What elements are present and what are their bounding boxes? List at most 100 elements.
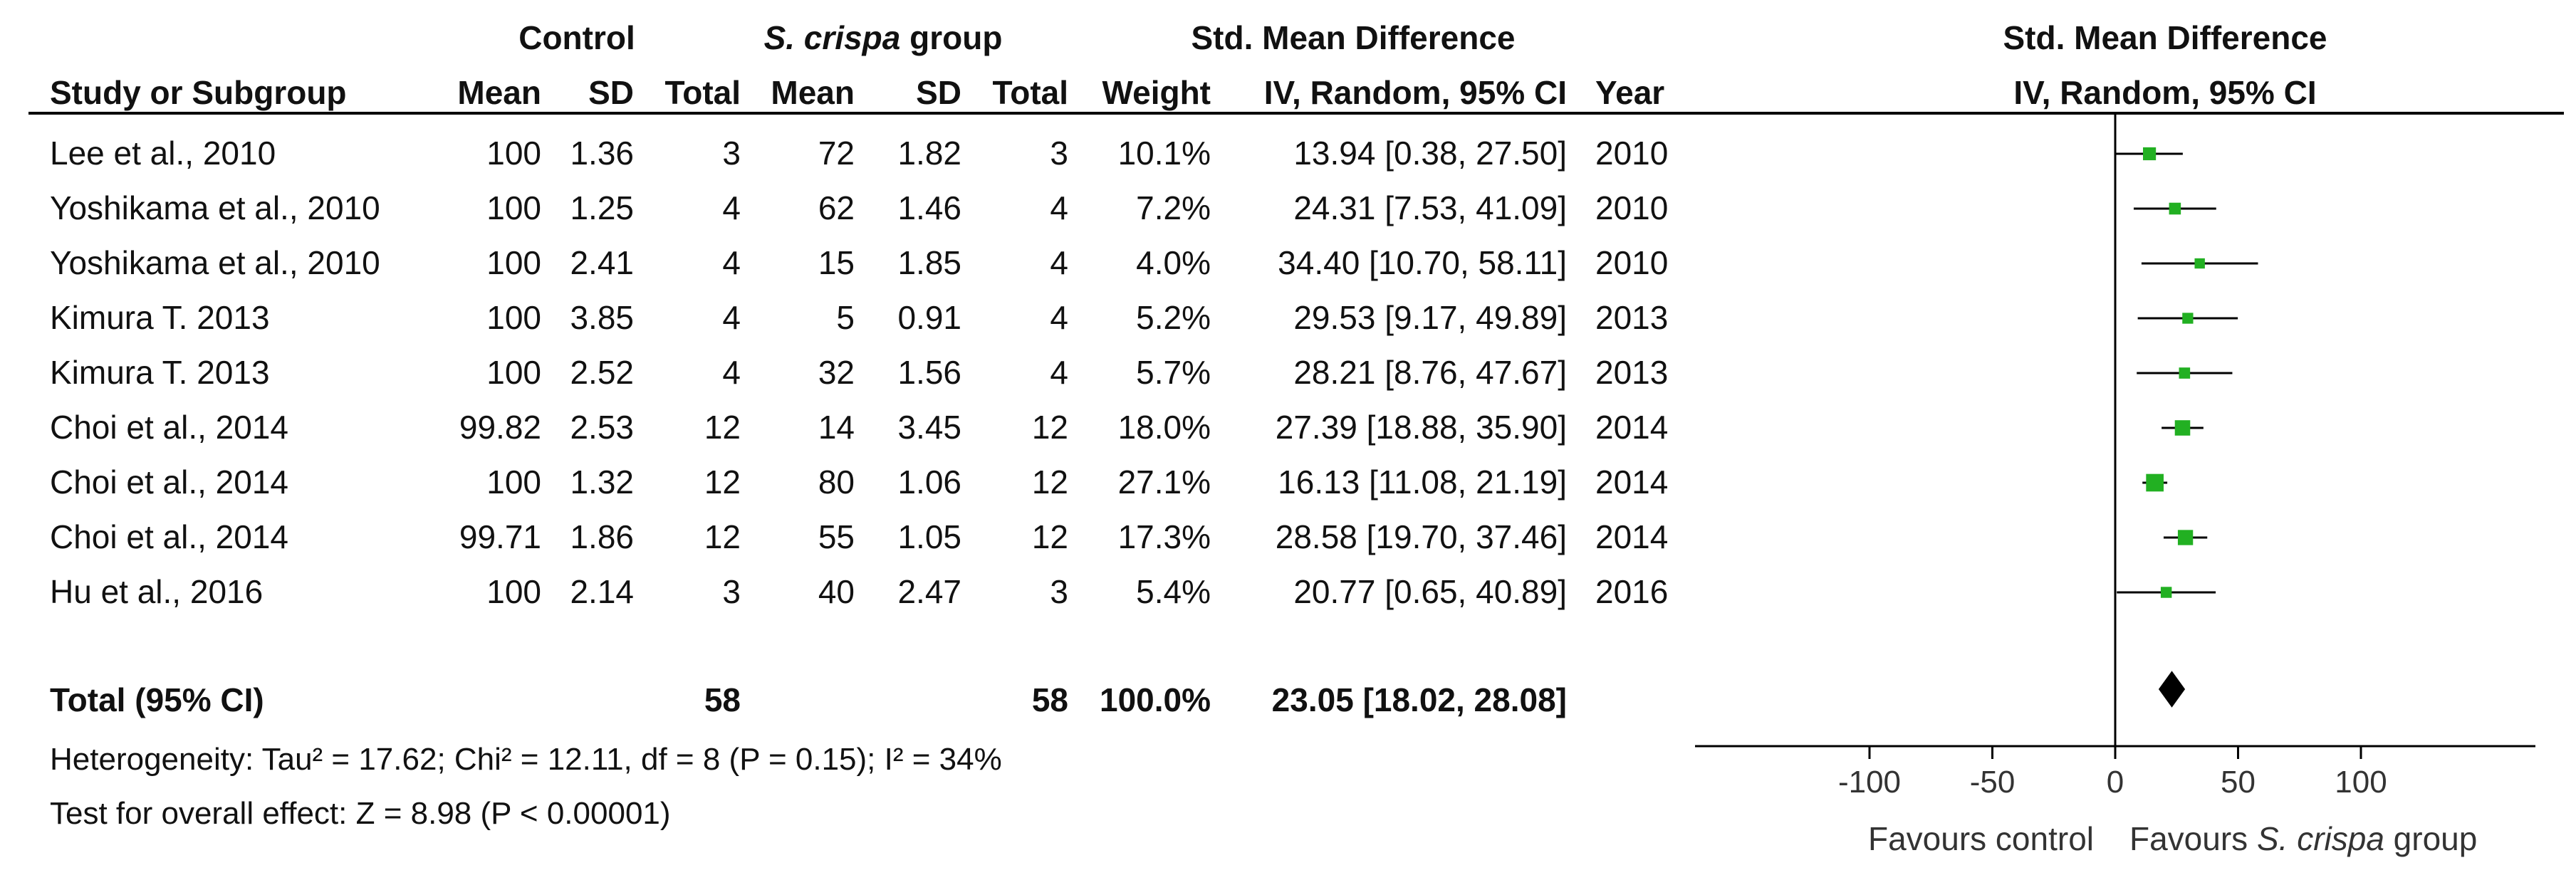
study-effect-marker xyxy=(2146,473,2164,492)
effect-ci: 28.58 [19.70, 37.46] xyxy=(1275,518,1567,555)
col-header-study: Study or Subgroup xyxy=(50,74,347,111)
x-tick-label: -50 xyxy=(1970,765,2016,800)
weight: 5.2% xyxy=(1136,299,1211,336)
control-sd: 2.53 xyxy=(570,409,634,446)
treatment-total: 3 xyxy=(1050,573,1068,610)
study-effect-marker xyxy=(2169,202,2181,215)
control-total: 12 xyxy=(704,518,741,555)
control-total: 4 xyxy=(722,244,741,281)
weight: 18.0% xyxy=(1117,409,1211,446)
control-mean: 99.71 xyxy=(459,518,541,555)
study-name: Hu et al., 2016 xyxy=(50,573,264,610)
treatment-total: 4 xyxy=(1050,299,1068,336)
col-header-weight: Weight xyxy=(1102,74,1211,111)
treatment-total: 4 xyxy=(1050,244,1068,281)
effect-group-header: Std. Mean Difference xyxy=(1191,19,1516,56)
effect-ci: 28.21 [8.76, 47.67] xyxy=(1293,354,1567,391)
control-total: 12 xyxy=(704,463,741,501)
control-sd: 1.36 xyxy=(570,135,634,172)
heterogeneity-text: Heterogeneity: Tau² = 17.62; Chi² = 12.1… xyxy=(50,742,1002,777)
effect-ci: 16.13 [11.08, 21.19] xyxy=(1278,463,1567,501)
study-effect-marker xyxy=(2160,587,2172,598)
treatment-mean: 62 xyxy=(818,189,855,226)
control-total: 12 xyxy=(704,409,741,446)
pooled-effect-diamond xyxy=(2158,671,2186,708)
favours-treatment-italic: S. crispa xyxy=(2256,820,2384,857)
treatment-mean: 72 xyxy=(818,135,855,172)
col-header-ci: IV, Random, 95% CI xyxy=(1263,74,1567,111)
weight: 10.1% xyxy=(1117,135,1211,172)
weight: 17.3% xyxy=(1117,518,1211,555)
treatment-sd: 1.05 xyxy=(897,518,961,555)
study-name: Yoshikama et al., 2010 xyxy=(50,189,380,226)
treatment-total: 12 xyxy=(1031,518,1068,555)
plot-header-line1: Std. Mean Difference xyxy=(2003,19,2327,56)
favours-treatment-rest: group xyxy=(2384,820,2478,857)
treatment-sd: 2.47 xyxy=(897,573,961,610)
study-effect-marker xyxy=(2174,420,2191,436)
study-effect-marker xyxy=(2182,313,2194,324)
control-total: 3 xyxy=(722,573,741,610)
col-header-treatment-mean: Mean xyxy=(771,74,855,111)
study-effect-marker xyxy=(2194,258,2205,269)
study-name: Yoshikama et al., 2010 xyxy=(50,244,380,281)
control-group-header: Control xyxy=(518,19,635,56)
treatment-sd: 3.45 xyxy=(897,409,961,446)
control-sd: 1.25 xyxy=(570,189,634,226)
study-effect-marker xyxy=(2143,147,2157,161)
study-name: Kimura T. 2013 xyxy=(50,354,270,391)
treatment-group-header-italic: S. crispa xyxy=(763,19,901,56)
control-mean: 100 xyxy=(486,135,541,172)
control-mean: 100 xyxy=(486,244,541,281)
total-control-n: 58 xyxy=(704,681,741,718)
col-header-treatment-sd: SD xyxy=(916,74,961,111)
year: 2010 xyxy=(1595,244,1669,281)
year: 2013 xyxy=(1595,354,1669,391)
treatment-group-header: S. crispa group xyxy=(719,21,1047,54)
study-name: Choi et al., 2014 xyxy=(50,518,289,555)
control-sd: 1.86 xyxy=(570,518,634,555)
control-mean: 99.82 xyxy=(459,409,541,446)
year: 2010 xyxy=(1595,135,1669,172)
control-sd: 2.14 xyxy=(570,573,634,610)
overall-effect-text: Test for overall effect: Z = 8.98 (P < 0… xyxy=(50,796,671,831)
favours-treatment-label: Favours S. crispa group xyxy=(2129,822,2477,855)
treatment-total: 4 xyxy=(1050,189,1068,226)
effect-ci: 13.94 [0.38, 27.50] xyxy=(1293,135,1567,172)
treatment-sd: 1.82 xyxy=(897,135,961,172)
weight: 27.1% xyxy=(1117,463,1211,501)
weight: 7.2% xyxy=(1136,189,1211,226)
weight: 5.4% xyxy=(1136,573,1211,610)
favours-treatment-prefix: Favours xyxy=(2129,820,2257,857)
total-treatment-n: 58 xyxy=(1031,681,1068,718)
control-sd: 2.52 xyxy=(570,354,634,391)
control-mean: 100 xyxy=(486,354,541,391)
favours-control-label: Favours control xyxy=(1867,820,2094,857)
treatment-total: 12 xyxy=(1031,409,1068,446)
plot-header-line2: IV, Random, 95% CI xyxy=(2013,74,2317,111)
treatment-mean: 15 xyxy=(818,244,855,281)
year: 2013 xyxy=(1595,299,1669,336)
study-effect-marker xyxy=(2179,367,2191,379)
control-total: 3 xyxy=(722,135,741,172)
control-sd: 3.85 xyxy=(570,299,634,336)
col-header-control-mean: Mean xyxy=(457,74,541,111)
treatment-sd: 1.85 xyxy=(897,244,961,281)
treatment-total: 12 xyxy=(1031,463,1068,501)
study-name: Kimura T. 2013 xyxy=(50,299,270,336)
control-mean: 100 xyxy=(486,463,541,501)
treatment-group-header-rest: group xyxy=(900,19,1003,56)
x-tick-label: -100 xyxy=(1838,765,1901,800)
col-header-treatment-total: Total xyxy=(992,74,1068,111)
treatment-mean: 32 xyxy=(818,354,855,391)
control-sd: 1.32 xyxy=(570,463,634,501)
weight: 4.0% xyxy=(1136,244,1211,281)
year: 2016 xyxy=(1595,573,1669,610)
treatment-mean: 5 xyxy=(836,299,855,336)
treatment-mean: 55 xyxy=(818,518,855,555)
control-total: 4 xyxy=(722,299,741,336)
control-mean: 100 xyxy=(486,573,541,610)
treatment-sd: 0.91 xyxy=(897,299,961,336)
